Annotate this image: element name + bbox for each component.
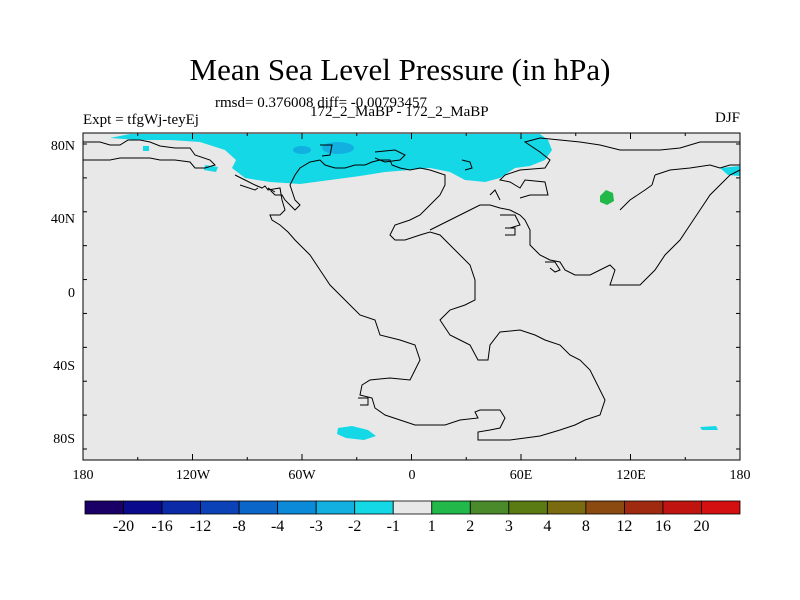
lat-tick-label: 80N bbox=[50, 139, 75, 154]
colorbar-label: -8 bbox=[232, 518, 246, 535]
stronger-low-anomaly bbox=[322, 142, 354, 154]
stats-label: rmsd= 0.376008 diff= -0.00793457 bbox=[215, 95, 428, 111]
lat-tick-label: 40S bbox=[53, 359, 75, 374]
colorbar-label: -16 bbox=[151, 518, 173, 535]
colorbar-swatch bbox=[662, 500, 702, 515]
negative-anomaly-arctic bbox=[110, 134, 552, 184]
colorbar-swatch bbox=[354, 500, 394, 515]
colorbar-label: 8 bbox=[581, 518, 590, 535]
lat-tick-label: 0 bbox=[68, 286, 75, 301]
colorbar-label: 20 bbox=[693, 518, 710, 535]
colorbar-label: 16 bbox=[654, 518, 671, 535]
colorbar-swatch bbox=[546, 500, 587, 515]
colorbar-label: 3 bbox=[504, 518, 513, 535]
colorbar-label: 12 bbox=[616, 518, 633, 535]
lon-tick-label: 180 bbox=[72, 468, 94, 483]
colorbar-swatch bbox=[624, 500, 664, 515]
colorbar-swatch bbox=[315, 500, 356, 515]
colorbar-label: 1 bbox=[427, 518, 436, 535]
colorbar-swatch bbox=[701, 500, 741, 515]
map-ocean bbox=[83, 133, 740, 460]
coastlines bbox=[83, 137, 741, 441]
colorbar-swatch bbox=[469, 500, 510, 515]
lon-tick-label: 60E bbox=[509, 468, 533, 483]
colorbar-swatch bbox=[585, 500, 625, 515]
colorbar-label: -4 bbox=[270, 518, 285, 535]
colorbar-label: 4 bbox=[543, 518, 552, 535]
negative-anomaly-patch bbox=[143, 146, 149, 151]
comparison-label: 172_2_MaBP - 172_2_MaBP bbox=[310, 104, 489, 120]
season-label: DJF bbox=[714, 110, 740, 126]
lat-tick-label: 40N bbox=[50, 212, 75, 227]
colorbar-swatch bbox=[161, 500, 201, 515]
negative-anomaly-patch bbox=[700, 426, 718, 430]
colorbar-swatch bbox=[84, 500, 124, 515]
axis-ticks bbox=[82, 133, 741, 460]
stronger-low-anomaly bbox=[293, 146, 311, 154]
colorbar-swatch bbox=[277, 500, 317, 515]
lon-tick-label: 60W bbox=[288, 468, 316, 483]
colorbar-swatch bbox=[200, 500, 240, 515]
colorbar bbox=[84, 500, 741, 515]
colorbar-label: 2 bbox=[466, 518, 475, 535]
experiment-label: Expt = tfgWj-teyEj bbox=[83, 112, 199, 128]
colorbar-swatch bbox=[508, 500, 548, 515]
positive-anomaly-asia bbox=[600, 190, 614, 205]
lon-tick-label: 120W bbox=[175, 468, 211, 483]
lat-tick-label: 80S bbox=[53, 432, 75, 447]
lon-tick-label: 0 bbox=[408, 468, 416, 483]
colorbar-label: -1 bbox=[386, 518, 400, 535]
lon-tick-label: 120E bbox=[616, 468, 646, 483]
colorbar-swatch bbox=[123, 500, 163, 515]
colorbar-label: -2 bbox=[348, 518, 362, 535]
colorbar-label: -20 bbox=[112, 518, 135, 535]
colorbar-swatch bbox=[392, 500, 433, 515]
negative-anomaly-southern bbox=[337, 426, 376, 440]
colorbar-label: -3 bbox=[309, 518, 323, 535]
colorbar-swatch bbox=[238, 500, 279, 515]
chart-title: Mean Sea Level Pressure (in hPa) bbox=[189, 52, 611, 87]
lon-tick-label: 180 bbox=[729, 468, 751, 483]
negative-anomaly-patch bbox=[720, 166, 740, 176]
colorbar-swatch bbox=[431, 500, 471, 515]
colorbar-label: -12 bbox=[189, 518, 212, 535]
